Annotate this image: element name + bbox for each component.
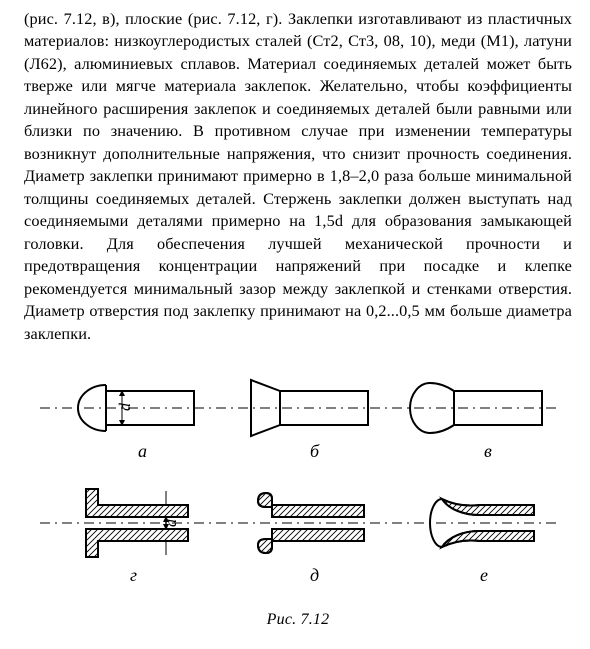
label-e: е	[480, 565, 488, 585]
body-paragraph: (рис. 7.12, в), плоские (рис. 7.12, г). …	[24, 8, 572, 345]
rivet-a: d а	[78, 385, 194, 461]
rivet-v: в	[410, 383, 542, 461]
label-a: а	[138, 441, 147, 461]
rivet-e: е	[430, 499, 534, 585]
rivet-g: d г	[86, 489, 188, 585]
rivet-b: б	[251, 380, 368, 461]
dim-d: d	[117, 402, 134, 411]
label-d: д	[310, 565, 319, 585]
label-g: г	[130, 565, 137, 585]
rivets-diagram-svg: d а б в	[38, 363, 558, 595]
figure-rivets: d а б в	[24, 363, 572, 631]
label-b: б	[310, 441, 320, 461]
rivet-d: д	[258, 493, 364, 585]
dim-d2: d	[163, 518, 180, 527]
label-v: в	[484, 441, 492, 461]
figure-caption: Рис. 7.12	[24, 609, 572, 631]
